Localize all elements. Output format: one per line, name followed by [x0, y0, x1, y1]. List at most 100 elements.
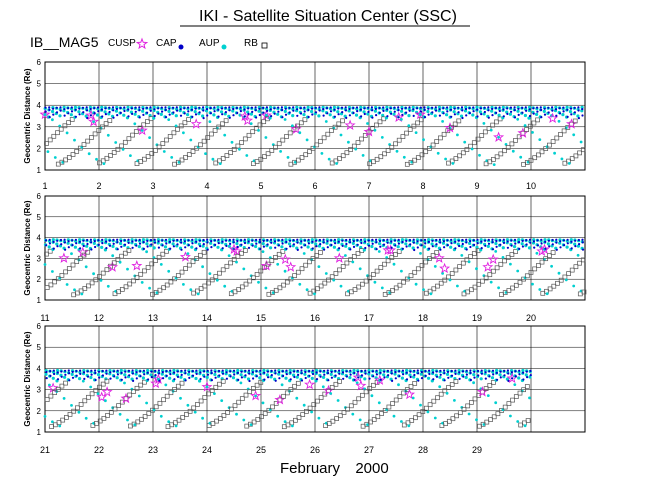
point-rb: [119, 287, 125, 292]
point-cap: [446, 110, 449, 113]
point-cap: [221, 240, 224, 243]
point-aup: [445, 113, 449, 117]
point-cap: [359, 108, 362, 111]
point-cap: [428, 369, 431, 372]
point-aup: [89, 385, 93, 389]
point-rb: [122, 250, 128, 256]
point-cap: [378, 111, 381, 114]
point-cap: [461, 109, 464, 112]
point-rb: [502, 404, 508, 410]
point-cap: [431, 106, 434, 109]
point-cap: [68, 372, 71, 375]
point-aup: [152, 408, 156, 412]
point-aup: [351, 412, 355, 416]
point-cap: [386, 241, 389, 244]
point-aup: [411, 396, 415, 400]
point-rb: [93, 388, 99, 393]
point-cap: [337, 107, 340, 110]
point-cap: [157, 107, 160, 110]
point-rb: [550, 139, 556, 144]
point-cap: [308, 370, 311, 373]
point-aup: [324, 120, 328, 123]
point-rb: [78, 402, 84, 407]
point-aup: [527, 246, 532, 250]
point-rb: [299, 155, 305, 160]
point-aup: [321, 385, 325, 389]
point-aup: [347, 109, 351, 113]
point-aup: [437, 105, 441, 109]
point-cap: [115, 107, 118, 110]
point-cap: [299, 112, 303, 115]
point-cap: [397, 109, 400, 112]
point-rb: [153, 148, 158, 153]
point-cap: [45, 377, 48, 380]
point-cap: [367, 244, 371, 247]
point-cap: [423, 116, 427, 119]
y-tick-label: 5: [37, 80, 42, 89]
point-aup: [393, 372, 397, 376]
point-aup: [479, 377, 483, 381]
point-rb: [265, 261, 271, 267]
point-cap: [139, 370, 142, 373]
point-rb: [251, 386, 256, 391]
point-cap: [248, 372, 251, 375]
point-cap: [232, 238, 235, 241]
point-cap: [371, 116, 374, 119]
point-rb: [318, 395, 324, 400]
point-cap: [510, 371, 513, 374]
point-rb: [255, 417, 261, 422]
point-aup: [561, 113, 565, 117]
point-rb: [153, 404, 159, 410]
point-aup: [80, 292, 84, 296]
point-rb: [449, 382, 455, 387]
point-cap: [503, 369, 506, 372]
point-cap: [270, 369, 273, 372]
point-cap: [439, 369, 442, 372]
point-rb: [187, 408, 193, 414]
day-label: 4: [204, 181, 209, 191]
chart-title: IKI - Satellite Situation Center (SSC): [199, 8, 457, 25]
point-rb: [302, 117, 308, 123]
point-aup: [497, 135, 500, 139]
point-aup: [174, 114, 178, 118]
point-aup: [201, 265, 205, 269]
day-label: 23: [148, 445, 158, 455]
point-cap: [289, 371, 292, 374]
point-rb: [472, 284, 478, 290]
point-cap: [247, 112, 250, 115]
point-cap: [168, 240, 171, 243]
point-aup: [298, 131, 302, 135]
point-aup: [115, 376, 119, 380]
point-rb: [517, 279, 523, 285]
point-aup: [262, 368, 266, 373]
point-cap: [243, 108, 246, 111]
point-aup: [130, 387, 134, 391]
point-cap: [480, 247, 483, 250]
point-cap: [311, 240, 314, 243]
point-rb: [377, 119, 383, 125]
point-rb: [371, 159, 376, 165]
point-cap: [517, 241, 521, 244]
point-aup: [381, 113, 385, 117]
point-cap: [472, 239, 475, 242]
point-cap: [398, 375, 401, 378]
point-cap: [213, 239, 216, 242]
point-rb: [160, 251, 166, 257]
point-cap: [469, 369, 472, 372]
point-cap: [213, 106, 216, 109]
point-aup: [489, 280, 493, 284]
point-aup: [227, 254, 231, 257]
point-cap: [334, 242, 337, 245]
day-label: 5: [258, 181, 263, 191]
point-cap: [477, 374, 480, 377]
point-cap: [244, 369, 247, 372]
point-cap: [432, 378, 435, 381]
point-rb: [397, 282, 403, 288]
point-aup: [204, 152, 207, 156]
point-aup: [44, 372, 48, 376]
point-cap: [277, 110, 280, 113]
point-aup: [291, 114, 295, 118]
point-cap: [408, 106, 411, 109]
day-label: 16: [310, 313, 320, 323]
point-cap: [446, 106, 449, 109]
